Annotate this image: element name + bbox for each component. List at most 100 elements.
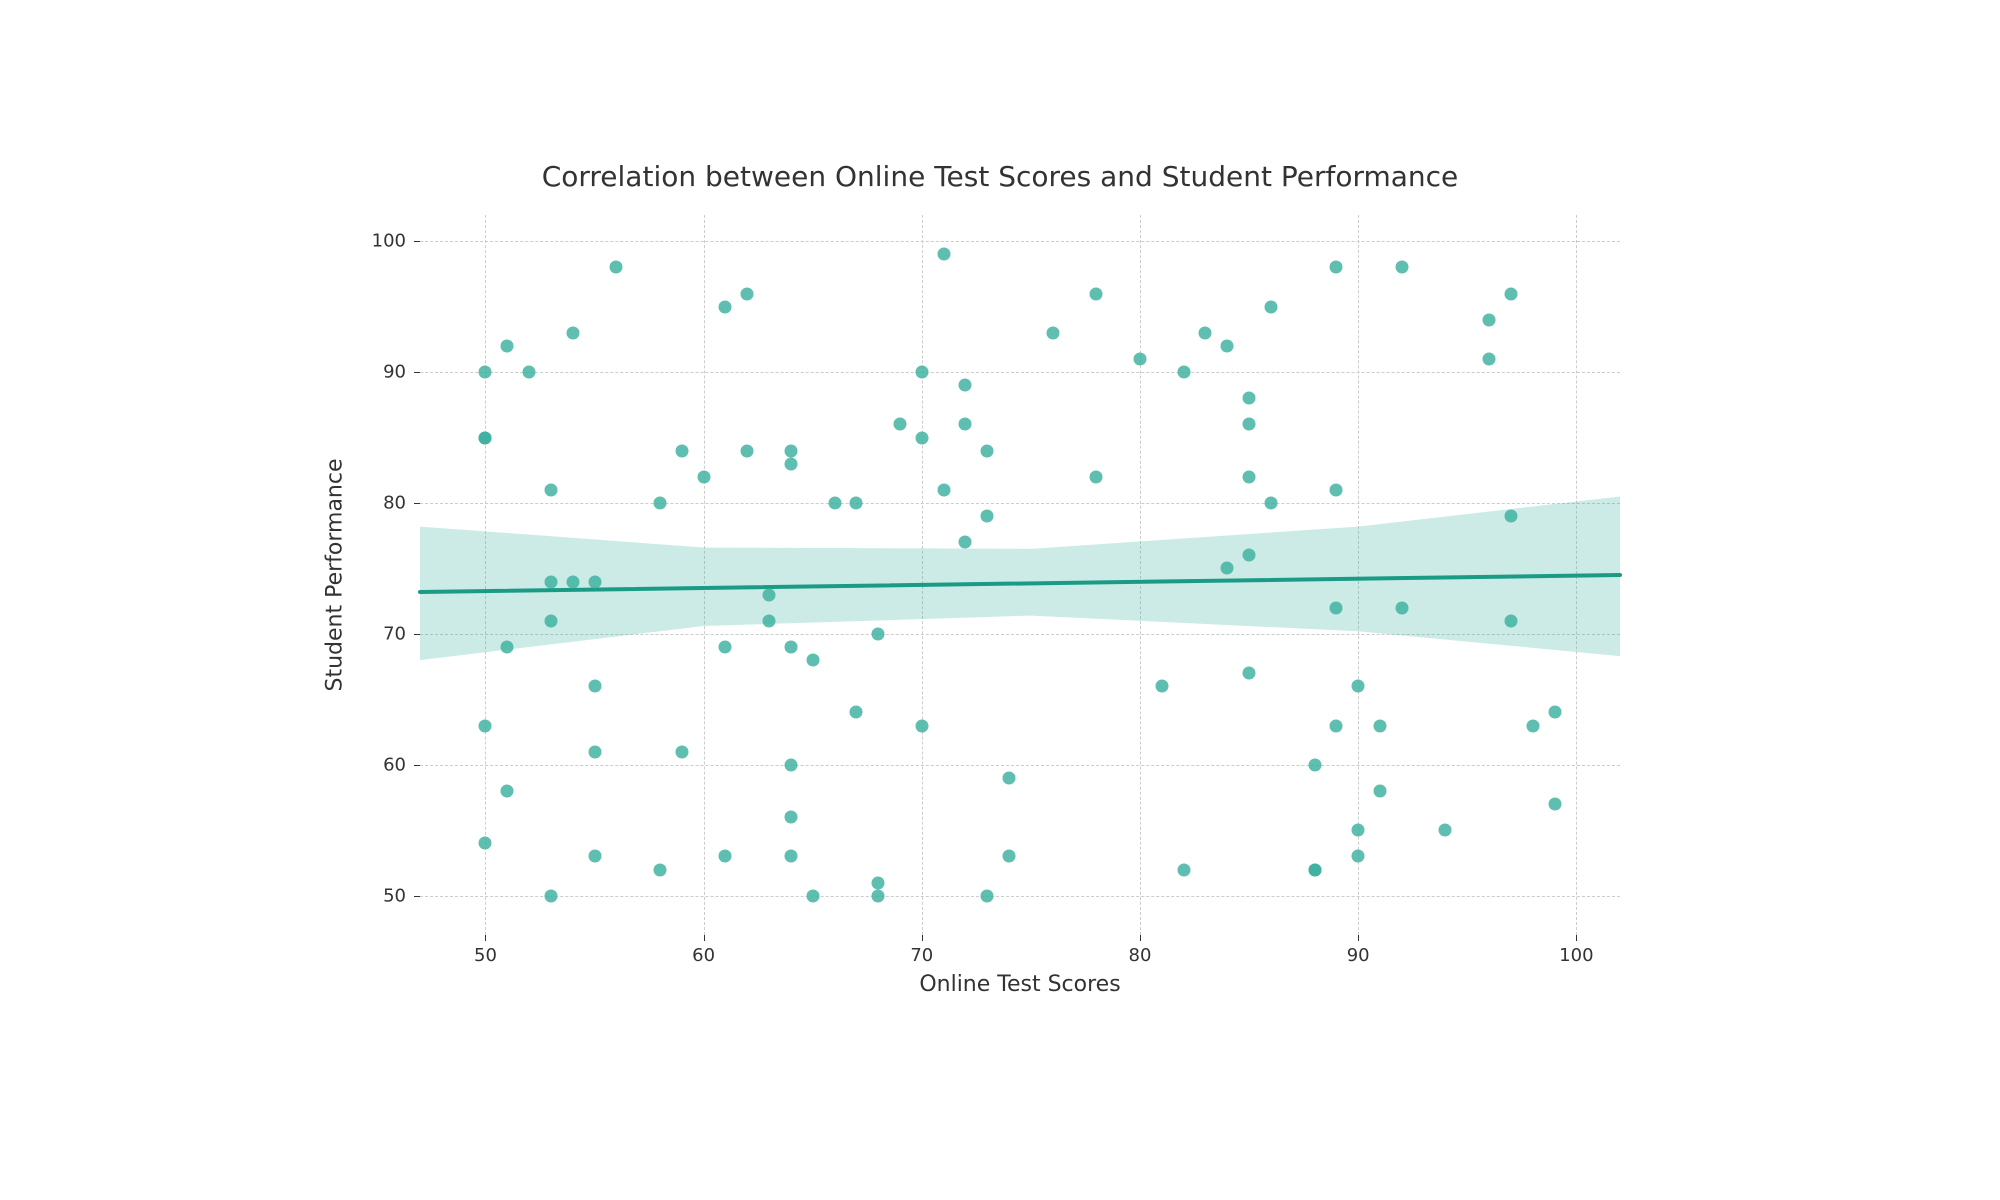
scatter-point: [675, 745, 688, 758]
scatter-point: [981, 510, 994, 523]
scatter-point: [654, 497, 667, 510]
chart-container: Correlation between Online Test Scores a…: [300, 160, 1700, 1040]
scatter-point: [828, 497, 841, 510]
scatter-point: [937, 483, 950, 496]
scatter-point: [872, 876, 885, 889]
scatter-point: [872, 889, 885, 902]
scatter-point: [981, 444, 994, 457]
scatter-point: [1177, 366, 1190, 379]
tick-mark-x: [1358, 935, 1359, 941]
scatter-point: [1395, 601, 1408, 614]
scatter-point: [654, 863, 667, 876]
scatter-point: [1003, 850, 1016, 863]
scatter-point: [1308, 863, 1321, 876]
x-tick-label: 60: [692, 945, 715, 966]
scatter-point: [1504, 510, 1517, 523]
scatter-point: [1243, 549, 1256, 562]
tick-mark-x: [704, 935, 705, 941]
scatter-point: [1264, 300, 1277, 313]
scatter-point: [588, 745, 601, 758]
y-tick-label: 60: [383, 754, 406, 775]
scatter-point: [784, 444, 797, 457]
scatter-point: [1264, 497, 1277, 510]
scatter-point: [588, 680, 601, 693]
scatter-point: [959, 418, 972, 431]
chart-title: Correlation between Online Test Scores a…: [300, 160, 1700, 193]
y-tick-label: 90: [383, 362, 406, 383]
scatter-point: [1330, 719, 1343, 732]
scatter-point: [784, 758, 797, 771]
tick-mark-x: [922, 935, 923, 941]
scatter-point: [544, 889, 557, 902]
scatter-point: [1526, 719, 1539, 732]
scatter-point: [1548, 706, 1561, 719]
scatter-point: [1003, 771, 1016, 784]
scatter-point: [479, 431, 492, 444]
scatter-point: [1090, 470, 1103, 483]
y-tick-label: 100: [372, 231, 406, 252]
scatter-point: [1374, 719, 1387, 732]
scatter-point: [850, 497, 863, 510]
tick-mark-x: [1576, 935, 1577, 941]
y-axis-label: Student Performance: [323, 458, 348, 691]
scatter-point: [1395, 261, 1408, 274]
scatter-point: [894, 418, 907, 431]
scatter-point: [1177, 863, 1190, 876]
scatter-point: [544, 614, 557, 627]
scatter-point: [959, 536, 972, 549]
scatter-point: [675, 444, 688, 457]
scatter-point: [1548, 798, 1561, 811]
x-tick-label: 70: [910, 945, 933, 966]
scatter-point: [763, 614, 776, 627]
scatter-point: [588, 575, 601, 588]
scatter-point: [501, 339, 514, 352]
scatter-point: [1330, 601, 1343, 614]
scatter-point: [1199, 326, 1212, 339]
scatter-point: [1330, 261, 1343, 274]
y-tick-label: 70: [383, 623, 406, 644]
scatter-point: [501, 785, 514, 798]
scatter-point: [850, 706, 863, 719]
scatter-point: [1243, 667, 1256, 680]
plot-inner: 50607080901005060708090100: [420, 215, 1620, 935]
scatter-point: [763, 588, 776, 601]
scatter-point: [479, 719, 492, 732]
scatter-point: [566, 326, 579, 339]
scatter-point: [1504, 614, 1517, 627]
tick-mark-x: [485, 935, 486, 941]
scatter-point: [784, 850, 797, 863]
x-tick-label: 50: [474, 945, 497, 966]
scatter-point: [1221, 339, 1234, 352]
scatter-point: [806, 654, 819, 667]
scatter-point: [588, 850, 601, 863]
scatter-point: [784, 811, 797, 824]
x-tick-label: 100: [1559, 945, 1593, 966]
scatter-point: [872, 627, 885, 640]
x-axis-label: Online Test Scores: [919, 972, 1120, 997]
scatter-point: [806, 889, 819, 902]
scatter-point: [1046, 326, 1059, 339]
tick-mark-x: [1140, 935, 1141, 941]
scatter-point: [784, 641, 797, 654]
scatter-point: [1483, 313, 1496, 326]
scatter-point: [544, 575, 557, 588]
scatter-point: [1308, 758, 1321, 771]
x-tick-label: 90: [1347, 945, 1370, 966]
y-tick-label: 80: [383, 493, 406, 514]
plot-area: 50607080901005060708090100 Online Test S…: [420, 215, 1620, 935]
scatter-point: [1352, 850, 1365, 863]
scatter-point: [1243, 418, 1256, 431]
scatter-point: [784, 457, 797, 470]
x-tick-label: 80: [1129, 945, 1152, 966]
scatter-point: [741, 444, 754, 457]
scatter-point: [915, 719, 928, 732]
scatter-point: [741, 287, 754, 300]
scatter-point: [719, 300, 732, 313]
y-tick-label: 50: [383, 885, 406, 906]
scatter-point: [719, 641, 732, 654]
scatter-point: [697, 470, 710, 483]
scatter-point: [1221, 562, 1234, 575]
scatter-point: [479, 837, 492, 850]
scatter-point: [501, 641, 514, 654]
scatter-point: [1352, 680, 1365, 693]
